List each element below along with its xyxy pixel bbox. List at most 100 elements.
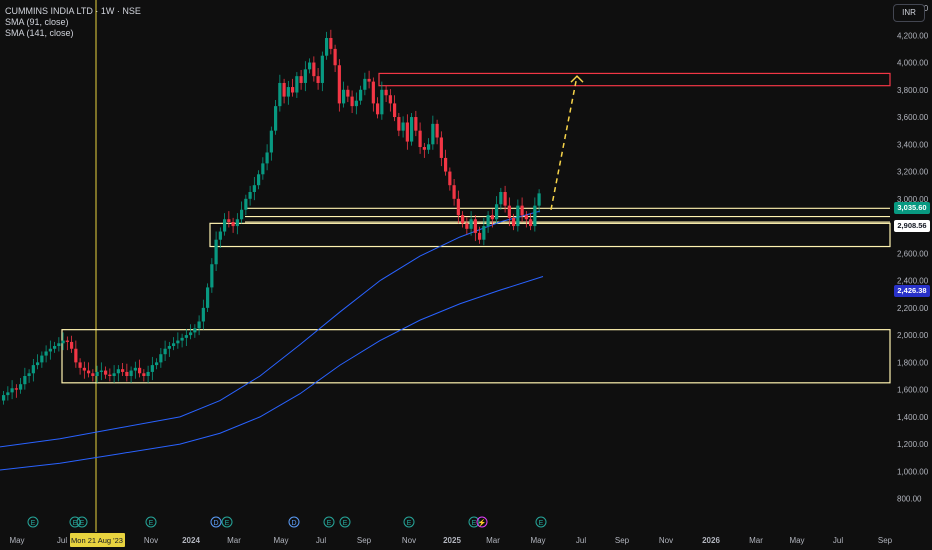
price-tick-label: 1,200.00 <box>897 440 929 449</box>
candle-body <box>257 174 261 186</box>
candle-body <box>291 87 295 93</box>
event-marker-icon <box>69 516 81 528</box>
price-tick-label: 3,600.00 <box>897 113 929 122</box>
candle-body <box>248 192 252 199</box>
candle-body <box>227 219 231 222</box>
price-tick-label: 800.00 <box>897 495 922 504</box>
candle-body <box>278 82 282 107</box>
price-tick-label: 2,000.00 <box>897 331 929 340</box>
candle-body <box>414 117 418 131</box>
time-tick-label: Jul <box>833 536 843 545</box>
candle-body <box>206 287 210 308</box>
candle-body <box>461 215 465 224</box>
time-tick-label: May <box>9 536 24 545</box>
candle-body <box>524 215 528 220</box>
event-marker-icon <box>339 516 351 528</box>
candle-body <box>218 231 222 240</box>
candle-body <box>388 95 392 104</box>
candle-body <box>116 369 120 374</box>
candle-body <box>201 307 205 322</box>
event-marker-icon <box>468 516 480 528</box>
candle-body <box>363 78 367 90</box>
candle-body <box>316 76 320 83</box>
price-tick-label: 1,000.00 <box>897 467 929 476</box>
chart-legend: CUMMINS INDIA LTD · 1W · NSE SMA (91, cl… <box>5 6 141 39</box>
time-tick-label: Nov <box>659 536 673 545</box>
sma-141-line <box>0 276 544 471</box>
time-tick-label: 2025 <box>443 536 461 545</box>
candle-body <box>48 348 52 352</box>
candle-body <box>74 348 78 363</box>
candle-body <box>121 369 125 372</box>
event-marker-icon <box>210 516 222 528</box>
sma-91-legend[interactable]: SMA (91, close) <box>5 17 69 27</box>
event-marker-icon <box>145 516 157 528</box>
candle-body <box>444 157 448 172</box>
candle-body <box>354 100 358 107</box>
candle-body <box>129 370 133 377</box>
event-marker-label: E <box>73 520 78 527</box>
candle-body <box>342 89 346 104</box>
price-tick-label: 4,200.00 <box>897 31 929 40</box>
time-tick-label: Jul <box>576 536 586 545</box>
event-marker-label: ⚡ <box>478 518 487 527</box>
candle-body <box>308 62 312 70</box>
demand-zone-lower <box>61 329 891 384</box>
candle-body <box>512 217 516 227</box>
candle-body <box>193 328 197 333</box>
candle-body <box>320 55 324 83</box>
time-tick-label: Sep <box>357 536 372 545</box>
candle-body <box>197 321 201 329</box>
candle-body <box>23 376 27 385</box>
candle-body <box>240 209 244 220</box>
candle-body <box>533 205 537 227</box>
price-tick-label: 1,600.00 <box>897 386 929 395</box>
candle-body <box>146 371 150 377</box>
time-tick-label: 2024 <box>182 536 200 545</box>
candle-body <box>70 341 74 349</box>
price-tick-label: 4,000.00 <box>897 59 929 68</box>
time-tick-label: Jul <box>57 536 67 545</box>
candle-body <box>499 192 503 205</box>
time-tick-label: Mar <box>486 536 500 545</box>
candle-body <box>184 335 188 338</box>
candle-body <box>65 340 69 342</box>
candle-body <box>397 117 401 131</box>
price-tick-label: 3,400.00 <box>897 140 929 149</box>
candle-body <box>27 373 31 377</box>
event-marker-label: E <box>539 520 544 527</box>
candle-body <box>367 78 371 82</box>
crosshair-time-label: Mon 21 Aug '23 <box>71 536 123 545</box>
time-tick-label: May <box>273 536 288 545</box>
candle-body <box>299 76 303 83</box>
candle-body <box>393 103 397 118</box>
candle-body <box>269 130 273 153</box>
candle-body <box>163 348 167 355</box>
time-tick-label: 2026 <box>702 536 720 545</box>
candle-body <box>176 340 180 344</box>
candle-body <box>312 62 316 77</box>
candle-body <box>380 89 384 115</box>
candle-body <box>274 106 278 131</box>
candle-body <box>6 392 10 396</box>
sma-141-legend[interactable]: SMA (141, close) <box>5 28 74 38</box>
event-marker-label: D <box>291 520 296 527</box>
candle-body <box>57 343 61 347</box>
candle-body <box>125 371 129 377</box>
candle-body <box>142 373 146 377</box>
time-tick-label: Nov <box>144 536 158 545</box>
candle-body <box>490 215 494 220</box>
candle-body <box>452 185 456 199</box>
symbol-title[interactable]: CUMMINS INDIA LTD · 1W · NSE <box>5 6 141 16</box>
currency-button[interactable]: INR <box>893 4 925 22</box>
candle-body <box>159 354 163 363</box>
crosshair-time-badge <box>70 533 125 547</box>
candle-body <box>465 223 469 229</box>
event-marker-icon <box>323 516 335 528</box>
time-tick-label: May <box>789 536 804 545</box>
event-marker-label: E <box>31 520 36 527</box>
candle-body <box>346 89 350 97</box>
event-marker-label: E <box>225 520 230 527</box>
